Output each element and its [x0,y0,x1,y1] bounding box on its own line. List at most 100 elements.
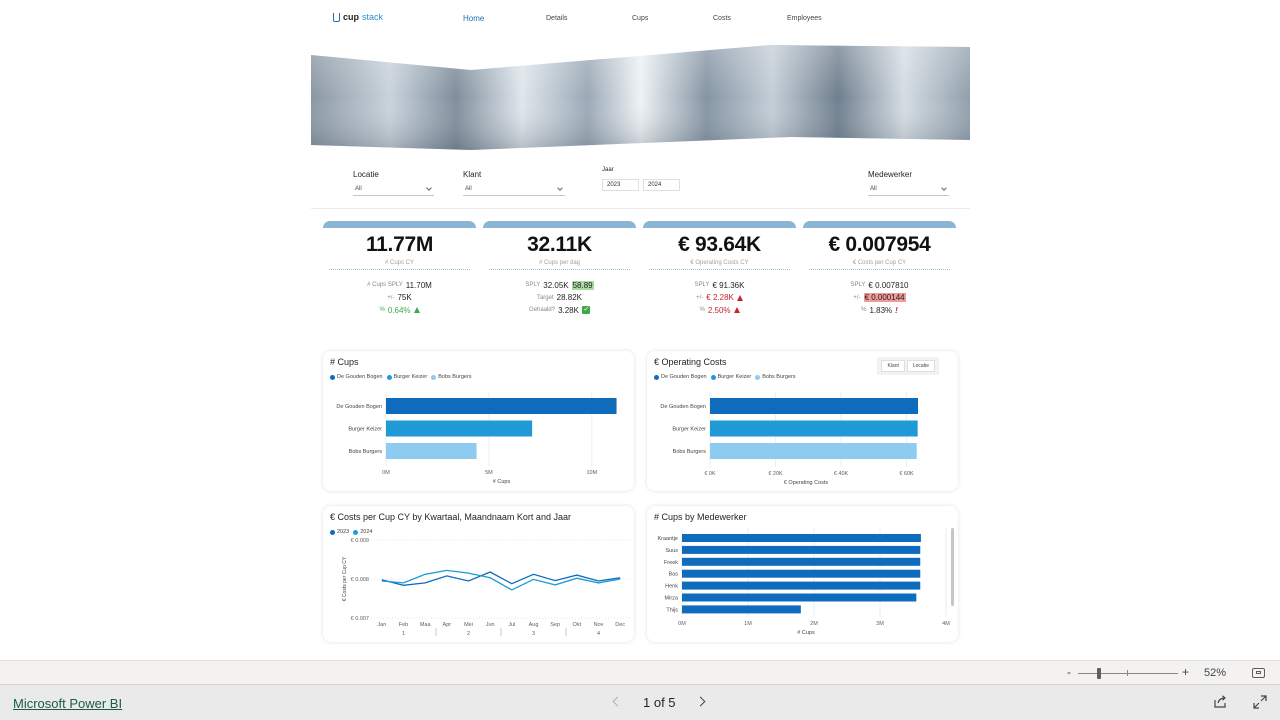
x-tick-label: € 60K [899,471,914,477]
y-category-label: Bobs Burgers [673,449,707,455]
y-tick-label: € 0.008 [351,577,369,583]
nav-employees[interactable]: Employees [787,15,822,22]
kpi-card-header [803,221,956,228]
nav-home[interactable]: Home [463,14,485,23]
zoom-bar: - + 52% [0,660,1280,684]
kpi-row-label: % [861,307,867,314]
fullscreen-icon[interactable] [1253,695,1267,709]
kpi-row-label: SPLY [694,282,710,289]
brand-name-suffix: stack [362,12,384,22]
vertical-scrollbar[interactable] [951,528,954,606]
kpi-row-value: 75K [397,293,412,303]
y-category-label: Henk [665,584,678,590]
kpi-row-value: 0.64% [387,305,411,315]
chart-title: # Cups [330,357,359,367]
filter-locatie-dropdown[interactable]: All [353,184,434,196]
filter-jaar-to[interactable]: 2024 [643,179,680,191]
legend-dot [330,529,335,535]
kpi-row-value: 2.50% [707,305,731,315]
kpi-label: € Costs per Cup CY [852,260,907,266]
x-tick-label: Jun [486,622,495,628]
kpi-row-label: +/- [387,294,395,301]
x-tick-label: Dec [615,622,625,628]
legend-label: De Gouden Bogen [337,374,383,380]
kpi-row-label: SPLY [525,282,541,289]
kpi-value: € 93.64K [678,233,761,256]
fit-to-page-icon[interactable] [1252,668,1265,678]
chart-card-cups[interactable]: # Cups De Gouden Bogen Burger Keizer Bob… [323,351,634,491]
x-tick-label: Mei [464,622,473,628]
chevron-right-icon[interactable] [695,696,706,707]
power-bi-link[interactable]: Microsoft Power BI [13,696,123,711]
x-tick-label: 5M [485,470,493,476]
x-tick-label: Nov [594,622,604,628]
segment-buttons: Klant Locatie [877,357,939,375]
filter-klant-value: All [465,186,472,192]
legend-dot [330,374,335,380]
y-category-label: Thijs [666,607,678,613]
legend-dot [386,374,392,380]
kpi-row-value: € 91.36K [712,280,745,290]
kpi-card-cups-per-dag: 32.11K # Cups per dag SPLY 32.05K 58.89 Ta… [483,221,636,325]
filter-medewerker-dropdown[interactable]: All [868,184,949,196]
segment-button-klant[interactable]: Klant [881,360,905,372]
cup-logo-icon [333,12,340,22]
chart-card-operating-costs[interactable]: € Operating Costs Klant Locatie De Goude… [647,351,958,491]
nav-details[interactable]: Details [546,15,568,22]
x-axis-title: # Cups [493,479,511,485]
zoom-slider-tick [1127,670,1128,676]
legend-label: 2024 [360,529,373,535]
kpi-card-header [643,221,796,228]
chevron-left-icon[interactable] [612,696,623,707]
chart-card-cups-by-medewerker[interactable]: # Cups by Medewerker 0M 1M 2M 3M 4M Kraantje S… [647,506,958,642]
x-tick-label: 1M [744,621,752,627]
y-category-label: Mirza [665,596,679,602]
nav-cups[interactable]: Cups [632,15,649,22]
zoom-out-button[interactable]: - [1067,665,1071,679]
legend-label: Bobs Burgers [762,374,796,380]
x-tick-label: € 0K [704,471,716,477]
kpi-card-cups: 11.77M # Cups CY # Cups SPLY 11.70M +/- 75… [323,221,476,325]
share-icon[interactable] [1213,695,1227,709]
bar [682,581,921,590]
x-tick-label: Apr [443,622,452,628]
filter-klant-dropdown[interactable]: All [463,184,565,196]
chart-legend: 2023 2024 [330,529,373,535]
x-quarter-label: 3 [532,631,535,637]
kpi-row-label: SPLY [850,282,866,289]
y-category-label: De Gouden Bogen [660,404,706,410]
x-quarter-label: 1 [402,631,405,637]
triangle-up-icon [733,307,740,314]
kpi-card-costs-per-cup: € 0.007954 € Costs per Cup CY SPLY € 0.00… [803,221,956,325]
chart-title: # Cups by Medewerker [654,512,747,522]
filter-medewerker-label: Medewerker [868,170,913,179]
kpi-row-value: 11.70M [405,280,432,290]
legend-label: Burger Keizer [717,374,752,380]
legend-label: De Gouden Bogen [661,374,707,380]
kpi-label: # Cups CY [384,260,414,266]
bar-chart-operating-costs: € 0K € 20K € 40K € 60K De Gouden Bogen Burger… [660,392,918,486]
chart-legend: De Gouden Bogen Burger Keizer Bobs Burge… [330,374,472,380]
nav-costs[interactable]: Costs [713,15,731,22]
filter-klant-label: Klant [463,170,482,179]
chart-card-costs-per-cup-trend[interactable]: € Costs per Cup CY by Kwartaal, Maandnaa… [323,506,634,642]
bar [386,398,617,414]
line-series-2023 [381,571,621,586]
kpi-value: 11.77M [365,233,434,256]
kpi-card-header [483,221,636,228]
bar [682,557,921,566]
chart-title: € Costs per Cup CY by Kwartaal, Maandnaa… [330,512,571,522]
x-tick-label: 2M [810,621,818,627]
legend-dot [353,529,359,535]
x-tick-label: 4M [942,621,950,627]
zoom-in-button[interactable]: + [1182,665,1190,679]
brand-logo: cup stack [333,12,383,22]
bar [710,420,918,437]
x-tick-label: Jul [508,622,515,628]
zoom-slider-thumb[interactable] [1097,668,1101,679]
filter-jaar-from[interactable]: 2023 [602,179,639,191]
y-category-label: Kraantje [658,536,679,542]
zoom-slider-track[interactable] [1078,673,1178,674]
kpi-row-value: 1.83% [869,305,893,315]
segment-button-locatie[interactable]: Locatie [906,360,935,372]
